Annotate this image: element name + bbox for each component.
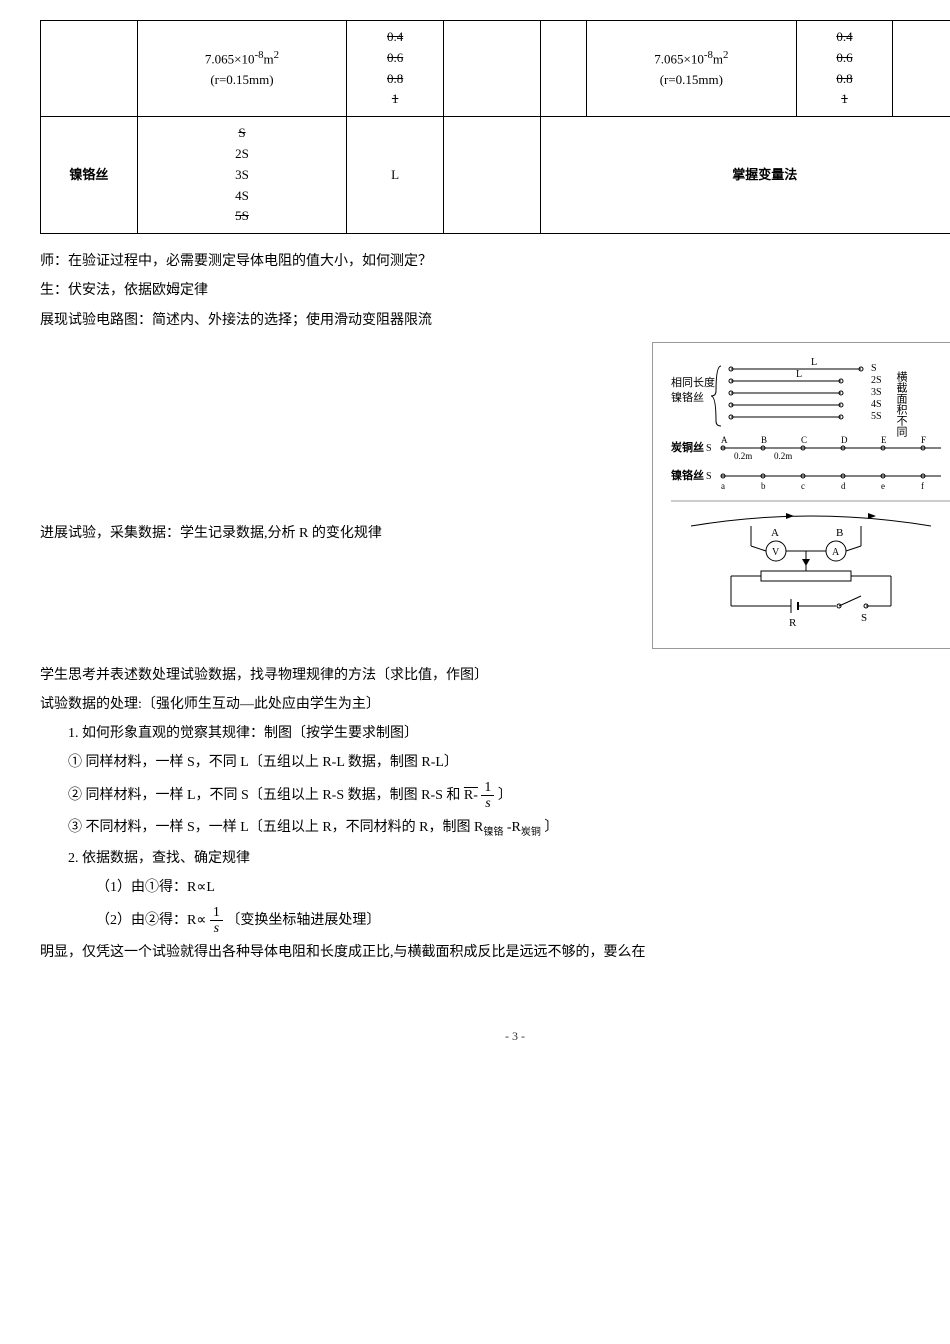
svg-text:f: f [921, 481, 924, 491]
item-1-2: ② 同样材料，一样 L，不同 S〔五组以上 R-S 数据，制图 R-S 和 R-… [40, 780, 950, 812]
svg-text:A: A [721, 435, 728, 445]
svg-text:2S: 2S [871, 375, 882, 386]
svg-text:3S: 3S [871, 387, 882, 398]
think-line: 学生思考并表述数处理试验数据，找寻物理规律的方法〔求比值，作图〕 [40, 663, 950, 688]
empty-4 [443, 117, 540, 234]
r-overline: R- [464, 788, 478, 803]
blank-cell [41, 21, 138, 117]
empty-3 [893, 21, 950, 117]
empty-2 [540, 21, 586, 117]
brace-icon [711, 366, 721, 426]
svg-text:B: B [836, 527, 843, 539]
item-1-3: ③ 不同材料，一样 S，一样 L〔五组以上 R，不同材料的 R，制图 R镍铬 -… [40, 815, 950, 842]
resistivity-cell-2: 7.065×10-8m2 (r=0.15mm) [587, 21, 797, 117]
student-line: 生：伏安法，依据欧姆定律 [40, 278, 950, 303]
svg-text:S: S [871, 363, 877, 374]
svg-text:S: S [706, 443, 712, 454]
side-label: 横截面积不同 [895, 369, 908, 437]
svg-text:B: B [761, 435, 767, 445]
svg-text:A: A [832, 547, 840, 558]
svg-text:R: R [789, 617, 797, 629]
s-values: S 2S 3S 4S 5S [137, 117, 347, 234]
conclusion-line: 明显，仅凭这一个试验就得出各种导体电阻和长度成正比,与横截面积成反比是远远不够的… [40, 940, 950, 965]
svg-text:镍铬丝: 镍铬丝 [671, 468, 704, 482]
item-2: 2. 依据数据，查找、确定规律 [40, 846, 950, 871]
sup-3: -8 [704, 49, 713, 61]
sub-tan: 炭铜 [521, 827, 541, 838]
item-1-1: ① 同样材料，一样 S，不同 L〔五组以上 R-L 数据，制图 R-L〕 [40, 750, 950, 775]
svg-text:b: b [761, 481, 766, 491]
fraction-1: 1 s [481, 780, 494, 812]
svg-text:5S: 5S [871, 411, 882, 422]
svg-text:e: e [881, 481, 885, 491]
svg-text:a: a [721, 481, 725, 491]
svg-text:F: F [921, 435, 926, 445]
sup-2: 2 [274, 49, 279, 61]
teacher-line: 师：在验证过程中，必需要测定导体电阻的值大小，如何测定？ [40, 249, 950, 274]
sup-4: 2 [723, 49, 728, 61]
diag-label-length: 相同长度 [671, 375, 715, 389]
material-label: 镍铬丝 [41, 117, 138, 234]
svg-text:c: c [801, 481, 805, 491]
data-table: 7.065×10-8m2 (r=0.15mm) 0.4 0.6 0.8 1 7.… [40, 20, 950, 234]
page-footer: - 3 - [40, 1026, 950, 1048]
svg-text:S: S [861, 612, 867, 624]
svg-text:A: A [771, 527, 779, 539]
circuit-icon: V A A B R [691, 513, 931, 629]
diag-label-nicr: 镍铬丝 [671, 390, 704, 404]
L-cell: L [347, 117, 444, 234]
circuit-line: 展现试验电路图：简述内、外接法的选择；使用滑动变阻器限流 [40, 308, 950, 333]
svg-text:0.2m: 0.2m [734, 451, 752, 461]
values-cell-2: 0.4 0.6 0.8 1 [796, 21, 893, 117]
values-cell-1: 0.4 0.6 0.8 1 [347, 21, 444, 117]
svg-text:L: L [796, 369, 802, 380]
sup-1: -8 [254, 49, 263, 61]
svg-text:C: C [801, 435, 807, 445]
wire-group: L L [729, 357, 863, 419]
svg-text:L: L [811, 357, 817, 368]
experiment-diagram: 相同长度 镍铬丝 L L S 2S 3S 4S [652, 342, 950, 649]
svg-text:d: d [841, 481, 846, 491]
diagram-svg: 相同长度 镍铬丝 L L S 2S 3S 4S [661, 351, 950, 631]
fraction-2: 1 s [210, 905, 223, 937]
method-label: 掌握变量法 [540, 117, 950, 234]
svg-text:0.2m: 0.2m [774, 451, 792, 461]
item-1: 1. 如何形象直观的觉察其规律：制图〔按学生要求制图〕 [40, 721, 950, 746]
svg-text:炭铜丝: 炭铜丝 [671, 440, 704, 454]
data-proc-line: 试验数据的处理:〔强化师生互动—此处应由学生为主〕 [40, 692, 950, 717]
svg-text:V: V [772, 547, 780, 558]
svg-text:4S: 4S [871, 399, 882, 410]
svg-text:D: D [841, 435, 848, 445]
item-2-1: （1）由①得：R∝L [40, 875, 950, 900]
sub-nicr: 镍铬 [483, 827, 503, 838]
svg-text:E: E [881, 435, 887, 445]
item-2-2: （2）由②得：R∝ 1 s 〔变换坐标轴进展处理〕 [40, 905, 950, 937]
empty-1 [443, 21, 540, 117]
svg-text:S: S [706, 471, 712, 482]
resistivity-cell-1: 7.065×10-8m2 (r=0.15mm) [137, 21, 347, 117]
